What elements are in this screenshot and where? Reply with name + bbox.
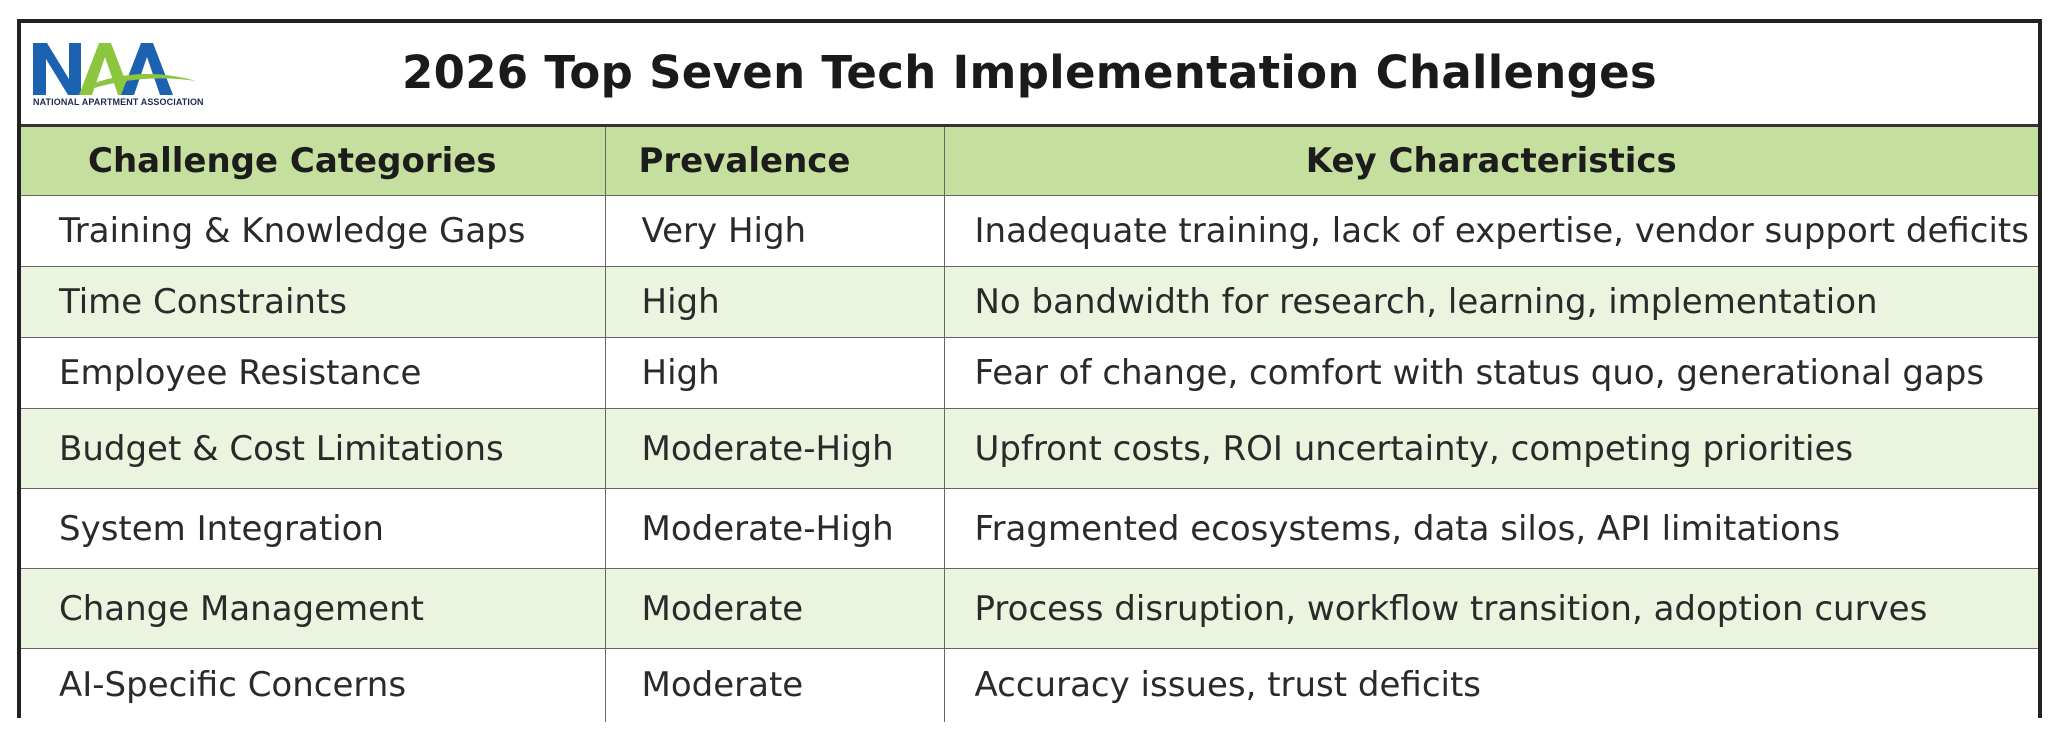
table-row: System Integration Moderate-High Fragmen… (21, 488, 2038, 569)
characteristics-cell: Fragmented ecosystems, data silos, API l… (944, 488, 2038, 569)
characteristics-cell: Process disruption, workflow transition,… (944, 568, 2038, 649)
table-row: Training & Knowledge Gaps Very High Inad… (21, 195, 2038, 267)
category-cell: Time Constraints (21, 266, 606, 338)
table-row: Time Constraints High No bandwidth for r… (21, 266, 2038, 338)
category-cell: Training & Knowledge Gaps (21, 195, 606, 267)
category-cell: AI-Specific Concerns (21, 648, 606, 722)
header-row: Challenge Categories Prevalence Key Char… (21, 127, 2038, 196)
prevalence-cell: High (605, 266, 945, 338)
page-title: 2026 Top Seven Tech Implementation Chall… (401, 46, 1658, 99)
table-row: Change Management Moderate Process disru… (21, 568, 2038, 649)
category-cell: Employee Resistance (21, 337, 606, 409)
prevalence-cell: Moderate (605, 568, 945, 649)
prevalence-cell: Very High (605, 195, 945, 267)
column-header: Key Characteristics (944, 127, 2038, 196)
prevalence-cell: Moderate-High (605, 488, 945, 569)
characteristics-cell: Accuracy issues, trust deficits (944, 648, 2038, 722)
prevalence-cell: Moderate (605, 648, 945, 722)
title-bar: NATIONAL APARTMENT ASSOCIATION 2026 Top … (21, 23, 2038, 127)
challenges-table: Challenge Categories Prevalence Key Char… (21, 127, 2038, 722)
characteristics-cell: Upfront costs, ROI uncertainty, competin… (944, 408, 2038, 489)
prevalence-cell: High (605, 337, 945, 409)
characteristics-cell: Fear of change, comfort with status quo,… (944, 337, 2038, 409)
category-cell: Budget & Cost Limitations (21, 408, 606, 489)
table-row: Budget & Cost Limitations Moderate-High … (21, 408, 2038, 489)
naa-logo (33, 43, 196, 95)
characteristics-cell: Inadequate training, lack of expertise, … (944, 195, 2038, 267)
column-header: Challenge Categories (21, 127, 606, 196)
column-header: Prevalence (605, 127, 945, 196)
category-cell: System Integration (21, 488, 606, 569)
characteristics-cell: No bandwidth for research, learning, imp… (944, 266, 2038, 338)
prevalence-cell: Moderate-High (605, 408, 945, 489)
table-frame: NATIONAL APARTMENT ASSOCIATION 2026 Top … (17, 19, 2042, 722)
category-cell: Change Management (21, 568, 606, 649)
table-row: AI-Specific Concerns Moderate Accuracy i… (21, 648, 2038, 722)
logo-caption: NATIONAL APARTMENT ASSOCIATION (33, 97, 204, 107)
table-row: Employee Resistance High Fear of change,… (21, 337, 2038, 409)
